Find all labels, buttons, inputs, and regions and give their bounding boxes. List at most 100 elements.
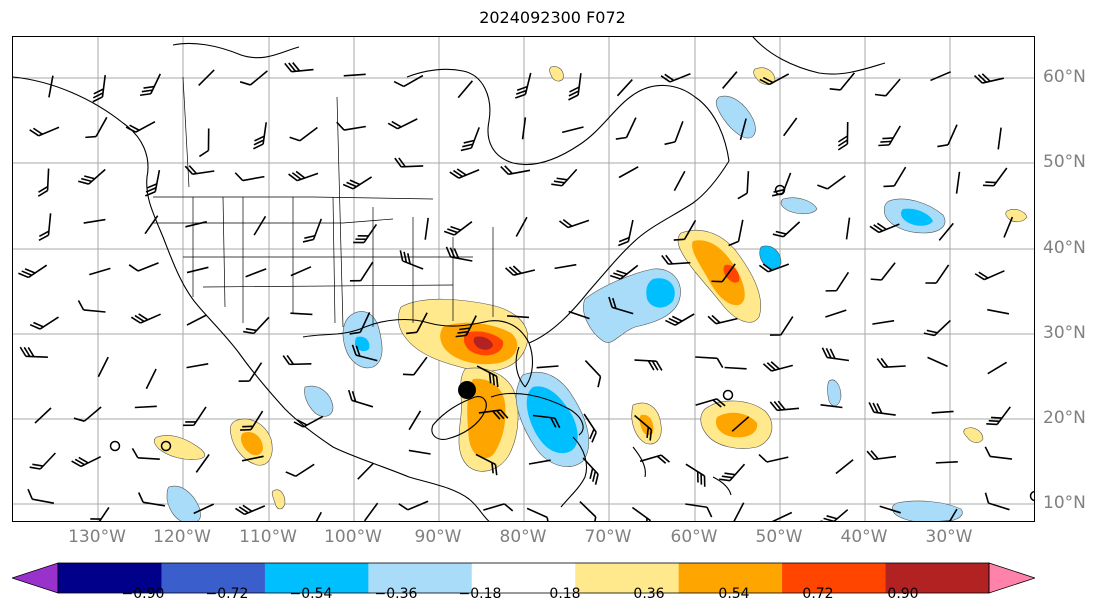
wind-barb xyxy=(868,402,896,416)
wind-barb xyxy=(631,506,652,521)
wind-barb xyxy=(302,218,323,243)
negative-anomaly-region xyxy=(715,95,756,139)
wind-barb xyxy=(347,389,374,408)
wind-barb xyxy=(820,509,849,521)
wind-barb xyxy=(445,246,473,262)
wind-barb xyxy=(639,454,671,464)
longitude-label: 60°W xyxy=(670,527,718,547)
wind-barb xyxy=(866,450,897,461)
wind-barb xyxy=(505,265,536,276)
wind-barb xyxy=(89,267,111,276)
wind-barb xyxy=(34,407,52,424)
wind-barb xyxy=(722,71,738,89)
wind-barb xyxy=(759,73,790,86)
wind-barb xyxy=(130,313,161,324)
wind-barb xyxy=(731,416,750,432)
wind-barb xyxy=(238,362,263,382)
wind-barb xyxy=(424,217,429,240)
negative-anomaly-region xyxy=(355,336,370,352)
wind-barb xyxy=(290,266,312,277)
negative-anomaly-region xyxy=(304,385,334,417)
wind-barb xyxy=(243,316,270,335)
wind-barb xyxy=(568,310,590,320)
longitude-label: 30°W xyxy=(925,527,973,547)
wind-barb xyxy=(290,312,313,316)
wind-barb xyxy=(673,170,686,192)
wind-barb xyxy=(883,166,907,188)
wind-barb xyxy=(475,453,498,476)
wind-barb xyxy=(835,459,854,475)
colorbar-tick-label: 0.36 xyxy=(633,586,665,602)
colorbar-tick-label: −0.36 xyxy=(374,586,418,602)
political-borders xyxy=(153,76,494,328)
wind-barb xyxy=(568,73,582,101)
wind-barb xyxy=(408,449,431,455)
colorbar-tick-label: 0.54 xyxy=(718,586,750,602)
colorbar-segment xyxy=(782,563,887,593)
wind-barb xyxy=(982,167,1008,187)
calm-wind-marker xyxy=(160,440,172,452)
colorbar-segment xyxy=(264,563,369,593)
wind-barb xyxy=(987,361,1008,375)
map-panel xyxy=(12,36,1035,522)
colorbar-tick-label: −0.90 xyxy=(121,586,165,602)
wind-barb xyxy=(85,116,108,139)
wind-barb xyxy=(771,511,793,521)
wind-barb xyxy=(144,215,159,235)
wind-barb xyxy=(515,216,528,237)
longitude-label: 80°W xyxy=(499,527,547,547)
colorbar-tick-label: −0.72 xyxy=(205,586,249,602)
wind-barb xyxy=(711,263,736,283)
wind-barb xyxy=(73,406,102,422)
colorbar-outline xyxy=(57,562,990,594)
wind-barb xyxy=(506,315,530,319)
wind-barb xyxy=(310,511,323,521)
wind-barb xyxy=(584,360,602,388)
wind-barb xyxy=(83,218,106,224)
wind-barb xyxy=(772,221,801,238)
wind-barb xyxy=(660,73,691,83)
wind-barb xyxy=(987,308,1010,315)
wind-barb xyxy=(134,405,157,409)
wind-barb xyxy=(984,446,1013,460)
wind-barb xyxy=(336,121,366,131)
wind-barb xyxy=(457,80,474,99)
station-markers xyxy=(109,184,1034,502)
colorbar-segment xyxy=(575,563,680,593)
colorbar-tick-label: −0.54 xyxy=(289,586,333,602)
colorbar-extend-low xyxy=(12,562,59,594)
wind-barb xyxy=(476,365,499,388)
wind-barb xyxy=(869,222,900,234)
wind-barb xyxy=(342,176,373,190)
wind-barb xyxy=(19,346,48,358)
calm-wind-marker xyxy=(774,184,786,196)
wind-barb xyxy=(183,406,207,427)
wind-barb xyxy=(931,410,954,414)
wind-barb xyxy=(661,254,691,265)
wind-barb xyxy=(288,170,319,182)
wind-barb xyxy=(521,117,527,140)
wind-barb xyxy=(71,455,102,468)
positive-anomaly-region xyxy=(692,240,745,306)
wind-barb xyxy=(443,221,473,236)
wind-barb xyxy=(343,73,366,77)
wind-barb xyxy=(195,454,210,473)
wind-barb xyxy=(145,368,157,390)
colorbar-segment xyxy=(678,563,783,593)
wind-barb xyxy=(29,452,56,470)
wind-barb xyxy=(739,118,747,141)
wind-barb xyxy=(583,413,597,443)
positive-anomaly-region xyxy=(240,431,263,456)
wind-barb xyxy=(821,347,850,362)
wind-barb xyxy=(879,505,901,514)
longitude-label: 120°W xyxy=(153,527,211,547)
wind-barb xyxy=(460,127,480,152)
wind-barb xyxy=(37,168,50,197)
wind-barb xyxy=(282,354,312,366)
colorbar-tick-label: −0.18 xyxy=(458,586,502,602)
wind-barb xyxy=(728,219,744,247)
wind-barb xyxy=(285,463,315,477)
wind-barb xyxy=(515,72,532,99)
colorbar-extend-high xyxy=(988,562,1035,594)
wind-barb xyxy=(455,315,477,338)
